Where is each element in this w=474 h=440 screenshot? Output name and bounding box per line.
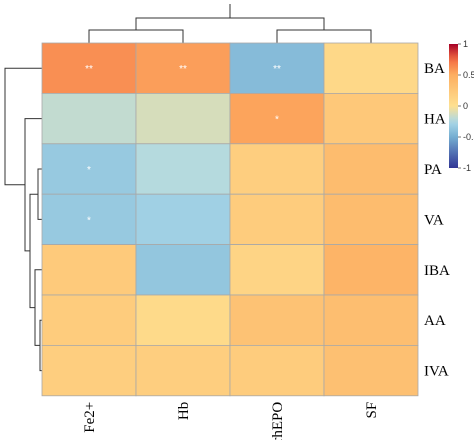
dendrogram-branch bbox=[4, 67, 42, 186]
heatmap-cell bbox=[135, 344, 231, 397]
colorbar-tick-label: 0.5 bbox=[463, 70, 474, 80]
significance-markers: ** ** ***** bbox=[85, 64, 281, 226]
colorbar-tick-label: -1 bbox=[463, 163, 471, 173]
heatmap-cell bbox=[41, 143, 137, 195]
heatmap-cell bbox=[135, 193, 231, 245]
colorbar-tick-label: 0 bbox=[463, 101, 468, 111]
heatmap-cell bbox=[229, 193, 325, 245]
dendrogram-branch bbox=[34, 269, 42, 346]
row-label: PA bbox=[424, 162, 442, 178]
colorbar-tick-label: 1 bbox=[463, 39, 468, 49]
heatmap-cell bbox=[135, 93, 231, 145]
colorbar-tick-label: -0.5 bbox=[463, 132, 474, 142]
heatmap-cell bbox=[229, 244, 325, 296]
significance-marker: * bbox=[87, 165, 91, 176]
row-labels: BA HA PA VA IBA AA IVA bbox=[424, 61, 450, 379]
dendrogram-branch bbox=[88, 29, 184, 43]
dendrogram-branch bbox=[276, 29, 372, 43]
heatmap-cell bbox=[41, 93, 137, 145]
heatmap-cells bbox=[41, 42, 419, 397]
column-label: rhEPO bbox=[270, 402, 286, 440]
heatmap-cell bbox=[323, 344, 419, 397]
heatmap-cell bbox=[41, 344, 137, 397]
heatmap-cell bbox=[41, 294, 137, 346]
dendrogram-branch bbox=[29, 193, 38, 309]
row-label: HA bbox=[424, 112, 446, 128]
heatmap-cell bbox=[229, 93, 325, 145]
heatmap-cell bbox=[323, 143, 419, 195]
dendrogram bbox=[4, 4, 372, 372]
heatmap-cell bbox=[323, 244, 419, 296]
heatmap-cell bbox=[135, 42, 231, 94]
colorbar-legend: 1 0.5 0 -0.5 -1 bbox=[449, 39, 474, 173]
heatmap-cell bbox=[135, 294, 231, 346]
heatmap-cell bbox=[229, 294, 325, 346]
significance-marker: * bbox=[87, 215, 91, 226]
dendrogram-branch bbox=[24, 118, 42, 252]
colorbar-bar bbox=[449, 44, 458, 168]
row-label: IVA bbox=[424, 364, 449, 380]
row-label: VA bbox=[424, 212, 444, 228]
column-label: Hb bbox=[176, 402, 192, 420]
heatmap-cell bbox=[229, 344, 325, 397]
heatmap-cell bbox=[323, 93, 419, 145]
significance-marker: ** bbox=[85, 64, 93, 75]
heatmap-cell bbox=[323, 42, 419, 94]
heatmap-cell bbox=[323, 193, 419, 245]
significance-marker: ** bbox=[273, 64, 281, 75]
heatmap-cell bbox=[135, 143, 231, 195]
column-label: Fe2+ bbox=[82, 402, 98, 433]
significance-marker: ** bbox=[179, 64, 187, 75]
heatmap-cell bbox=[323, 294, 419, 346]
heatmap-cell bbox=[135, 244, 231, 296]
dendrogram-branch bbox=[37, 168, 42, 220]
row-label: IBA bbox=[424, 263, 450, 279]
column-labels: Fe2+ Hb rhEPO SF bbox=[82, 402, 380, 440]
row-label: AA bbox=[424, 313, 446, 329]
heatmap-cell bbox=[41, 193, 137, 245]
significance-marker: * bbox=[275, 115, 279, 126]
heatmap-cell bbox=[41, 244, 137, 296]
heatmap-cell bbox=[229, 143, 325, 195]
column-label: SF bbox=[364, 402, 380, 419]
dendrogram-branch bbox=[135, 17, 325, 30]
row-label: BA bbox=[424, 61, 445, 77]
